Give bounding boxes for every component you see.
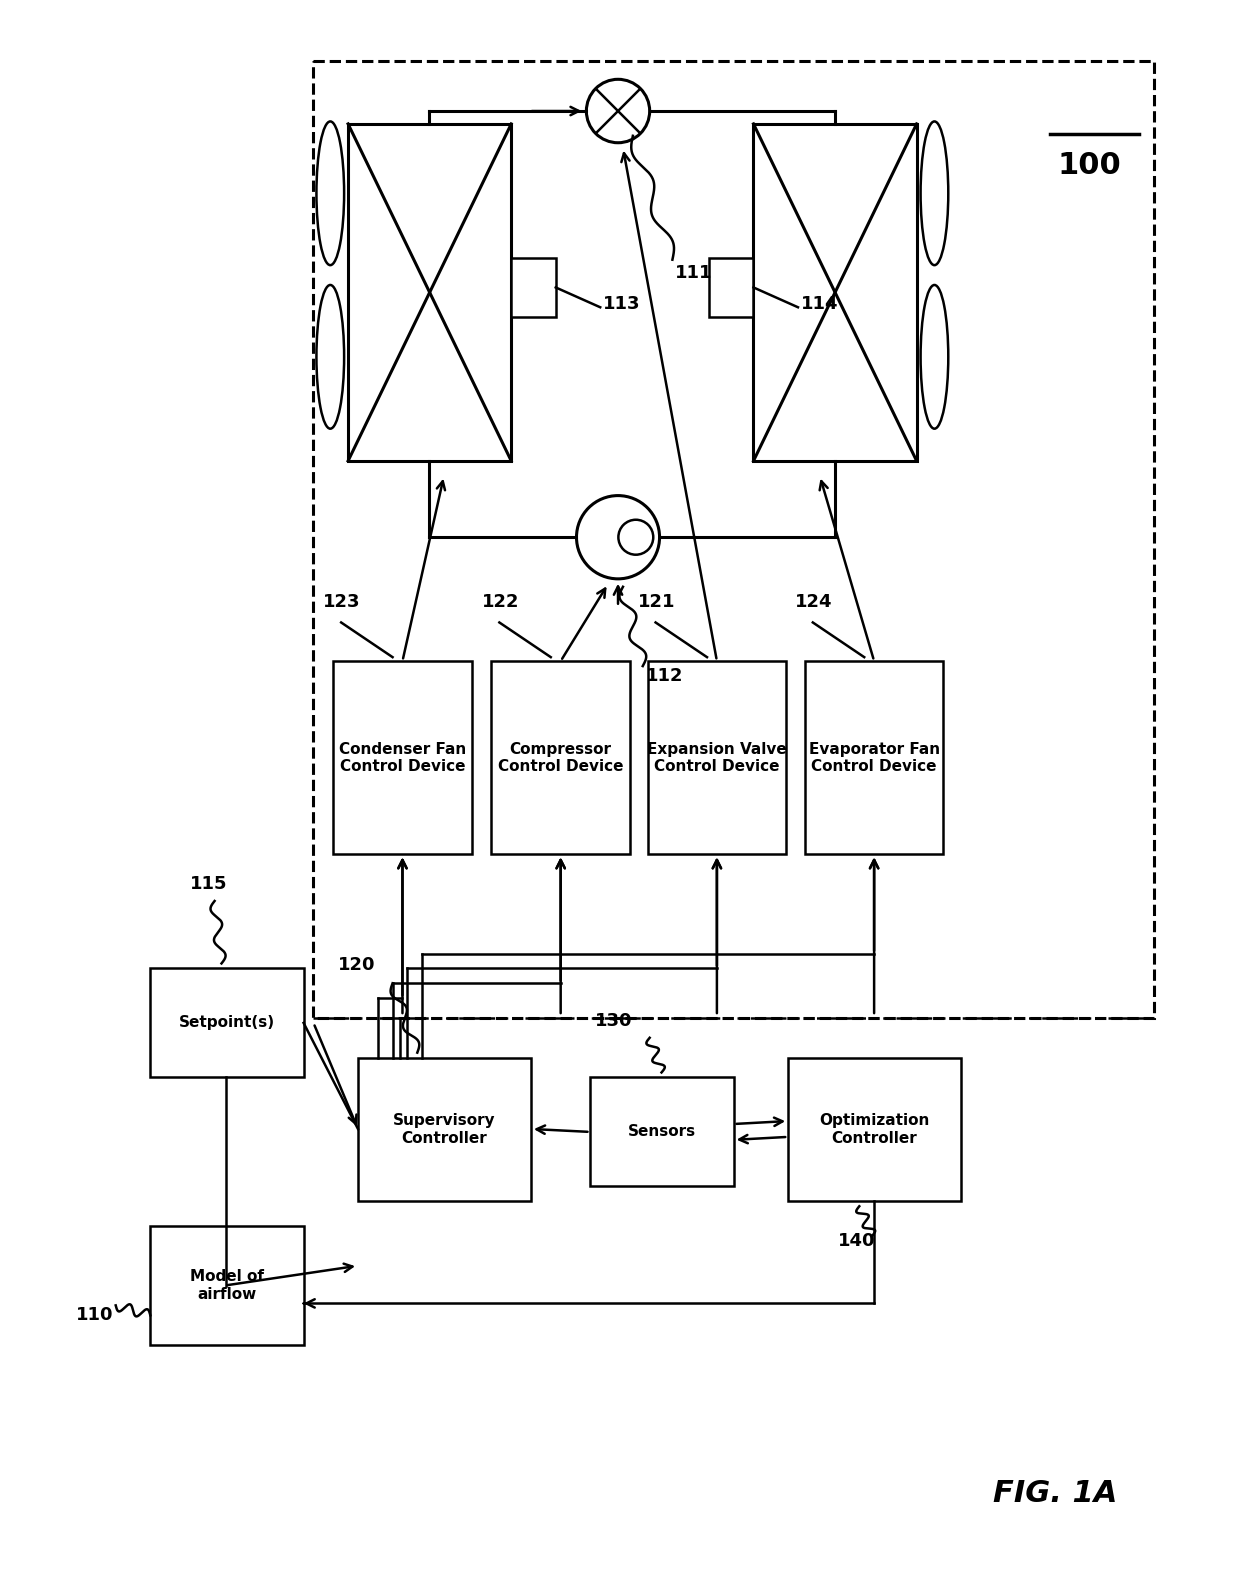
Bar [789, 1058, 961, 1201]
Text: 124: 124 [795, 592, 832, 611]
Text: 100: 100 [1058, 151, 1121, 179]
Bar [709, 258, 754, 318]
Bar [590, 1078, 734, 1187]
Text: 123: 123 [324, 592, 361, 611]
Bar [647, 661, 786, 855]
Text: Setpoint(s): Setpoint(s) [179, 1015, 275, 1031]
Text: Compressor
Control Device: Compressor Control Device [498, 741, 624, 774]
Text: Sensors: Sensors [627, 1124, 696, 1140]
Bar [314, 61, 1154, 1018]
Bar [150, 968, 304, 1078]
Bar [150, 1226, 304, 1346]
Text: Expansion Valve
Control Device: Expansion Valve Control Device [647, 741, 786, 774]
Ellipse shape [920, 285, 949, 428]
Text: 115: 115 [190, 875, 227, 892]
Bar [334, 661, 471, 855]
Ellipse shape [316, 285, 345, 428]
Text: 120: 120 [339, 957, 376, 974]
Bar [358, 1058, 531, 1201]
Text: Evaporator Fan
Control Device: Evaporator Fan Control Device [808, 741, 940, 774]
Text: Model of
airflow: Model of airflow [190, 1269, 264, 1302]
Text: 114: 114 [801, 296, 838, 313]
Bar [511, 258, 556, 318]
Text: 113: 113 [603, 296, 641, 313]
Text: Optimization
Controller: Optimization Controller [820, 1113, 930, 1146]
Circle shape [619, 519, 653, 554]
Text: 110: 110 [76, 1306, 114, 1324]
Text: 140: 140 [837, 1232, 875, 1250]
Bar [754, 124, 916, 461]
Circle shape [587, 79, 650, 143]
Text: FIG. 1A: FIG. 1A [993, 1480, 1117, 1508]
Text: 111: 111 [676, 263, 713, 282]
Bar [348, 124, 511, 461]
Circle shape [577, 496, 660, 579]
Text: Condenser Fan
Control Device: Condenser Fan Control Device [339, 741, 466, 774]
Ellipse shape [920, 121, 949, 264]
Bar [491, 661, 630, 855]
Bar [805, 661, 944, 855]
Text: 121: 121 [637, 592, 676, 611]
Ellipse shape [316, 121, 345, 264]
Text: 122: 122 [481, 592, 520, 611]
Text: 130: 130 [595, 1012, 632, 1029]
Text: Supervisory
Controller: Supervisory Controller [393, 1113, 496, 1146]
Text: 112: 112 [646, 667, 683, 685]
